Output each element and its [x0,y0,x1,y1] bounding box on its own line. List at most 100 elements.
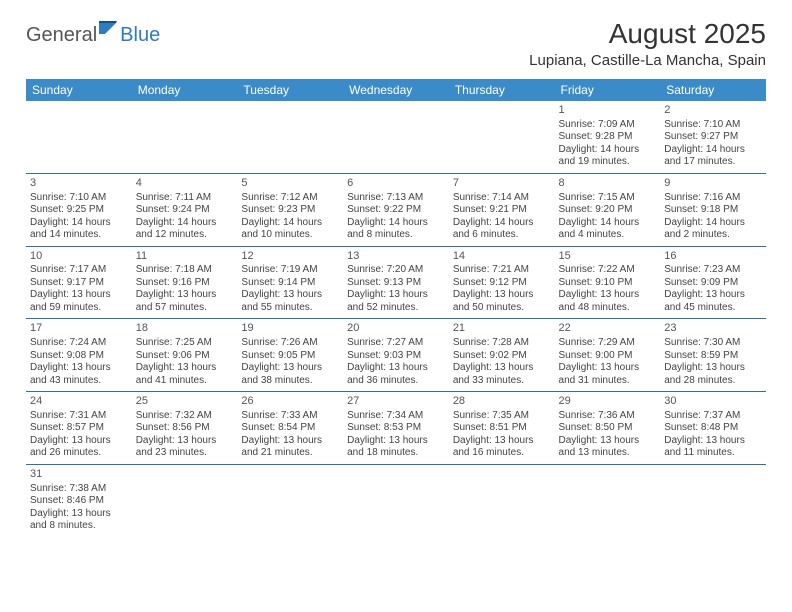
calendar-cell: 20Sunrise: 7:27 AMSunset: 9:03 PMDayligh… [343,319,449,392]
day-detail: Sunrise: 7:37 AM [664,410,762,423]
col-friday: Friday [555,79,661,101]
col-monday: Monday [132,79,238,101]
day-detail: Sunrise: 7:15 AM [559,192,657,205]
calendar-cell: 3Sunrise: 7:10 AMSunset: 9:25 PMDaylight… [26,173,132,246]
day-detail: Sunset: 9:08 PM [30,350,128,363]
day-detail: Sunrise: 7:10 AM [664,119,762,132]
calendar-cell: 6Sunrise: 7:13 AMSunset: 9:22 PMDaylight… [343,173,449,246]
day-detail: and 48 minutes. [559,302,657,315]
day-number: 4 [136,177,234,191]
day-detail: Daylight: 13 hours [241,362,339,375]
day-detail: Sunset: 8:50 PM [559,422,657,435]
day-number: 13 [347,250,445,264]
day-detail: Daylight: 13 hours [30,435,128,448]
calendar-cell: 30Sunrise: 7:37 AMSunset: 8:48 PMDayligh… [660,392,766,465]
day-detail: Sunrise: 7:13 AM [347,192,445,205]
day-detail: and 43 minutes. [30,375,128,388]
day-detail: Sunrise: 7:35 AM [453,410,551,423]
calendar-cell: 1Sunrise: 7:09 AMSunset: 9:28 PMDaylight… [555,101,661,173]
day-number: 9 [664,177,762,191]
day-detail: and 12 minutes. [136,229,234,242]
day-detail: and 55 minutes. [241,302,339,315]
day-detail: and 31 minutes. [559,375,657,388]
day-detail: and 13 minutes. [559,447,657,460]
day-detail: Sunset: 9:22 PM [347,204,445,217]
day-detail: Sunset: 9:25 PM [30,204,128,217]
location-text: Lupiana, Castille-La Mancha, Spain [529,52,766,69]
day-detail: Sunset: 8:54 PM [241,422,339,435]
calendar-cell: 13Sunrise: 7:20 AMSunset: 9:13 PMDayligh… [343,246,449,319]
day-detail: Daylight: 13 hours [241,289,339,302]
col-tuesday: Tuesday [237,79,343,101]
calendar-cell: 25Sunrise: 7:32 AMSunset: 8:56 PMDayligh… [132,392,238,465]
calendar-row: 17Sunrise: 7:24 AMSunset: 9:08 PMDayligh… [26,319,766,392]
day-number: 2 [664,104,762,118]
calendar-cell: 21Sunrise: 7:28 AMSunset: 9:02 PMDayligh… [449,319,555,392]
day-number: 11 [136,250,234,264]
day-detail: Sunset: 8:46 PM [30,495,128,508]
calendar-cell [660,464,766,536]
day-number: 31 [30,468,128,482]
day-number: 19 [241,322,339,336]
day-detail: Sunrise: 7:09 AM [559,119,657,132]
logo-text-general: General [26,24,97,47]
day-detail: Sunrise: 7:34 AM [347,410,445,423]
day-detail: and 14 minutes. [30,229,128,242]
day-detail: and 4 minutes. [559,229,657,242]
calendar-cell: 18Sunrise: 7:25 AMSunset: 9:06 PMDayligh… [132,319,238,392]
calendar-cell: 29Sunrise: 7:36 AMSunset: 8:50 PMDayligh… [555,392,661,465]
day-number: 1 [559,104,657,118]
day-detail: and 33 minutes. [453,375,551,388]
day-detail: Sunset: 8:57 PM [30,422,128,435]
day-number: 18 [136,322,234,336]
calendar-cell: 14Sunrise: 7:21 AMSunset: 9:12 PMDayligh… [449,246,555,319]
day-detail: Sunset: 8:53 PM [347,422,445,435]
day-detail: Daylight: 13 hours [347,289,445,302]
day-detail: Sunset: 9:16 PM [136,277,234,290]
calendar-cell: 9Sunrise: 7:16 AMSunset: 9:18 PMDaylight… [660,173,766,246]
day-number: 20 [347,322,445,336]
calendar-row: 1Sunrise: 7:09 AMSunset: 9:28 PMDaylight… [26,101,766,173]
day-detail: and 52 minutes. [347,302,445,315]
day-number: 16 [664,250,762,264]
calendar-cell: 27Sunrise: 7:34 AMSunset: 8:53 PMDayligh… [343,392,449,465]
day-detail: Sunset: 9:02 PM [453,350,551,363]
day-number: 6 [347,177,445,191]
calendar-cell [343,464,449,536]
logo-text-blue: Blue [120,24,160,47]
day-detail: Daylight: 13 hours [347,435,445,448]
day-detail: Daylight: 13 hours [453,289,551,302]
day-detail: and 2 minutes. [664,229,762,242]
calendar-cell [343,101,449,173]
calendar-cell: 26Sunrise: 7:33 AMSunset: 8:54 PMDayligh… [237,392,343,465]
day-detail: Sunset: 8:59 PM [664,350,762,363]
col-wednesday: Wednesday [343,79,449,101]
day-detail: Daylight: 14 hours [453,217,551,230]
day-detail: and 16 minutes. [453,447,551,460]
day-detail: Daylight: 13 hours [664,289,762,302]
day-number: 22 [559,322,657,336]
calendar-cell: 2Sunrise: 7:10 AMSunset: 9:27 PMDaylight… [660,101,766,173]
day-detail: and 17 minutes. [664,156,762,169]
day-detail: Sunrise: 7:10 AM [30,192,128,205]
day-detail: and 23 minutes. [136,447,234,460]
logo-flag-icon [99,18,119,41]
day-detail: Daylight: 13 hours [136,289,234,302]
day-detail: Daylight: 14 hours [136,217,234,230]
day-detail: Sunrise: 7:27 AM [347,337,445,350]
col-thursday: Thursday [449,79,555,101]
day-detail: Sunrise: 7:28 AM [453,337,551,350]
calendar-table: Sunday Monday Tuesday Wednesday Thursday… [26,79,766,537]
day-number: 25 [136,395,234,409]
calendar-cell: 19Sunrise: 7:26 AMSunset: 9:05 PMDayligh… [237,319,343,392]
calendar-cell: 12Sunrise: 7:19 AMSunset: 9:14 PMDayligh… [237,246,343,319]
calendar-cell: 28Sunrise: 7:35 AMSunset: 8:51 PMDayligh… [449,392,555,465]
day-detail: Daylight: 14 hours [241,217,339,230]
day-detail: Daylight: 13 hours [136,362,234,375]
day-detail: Daylight: 13 hours [559,289,657,302]
day-detail: Sunrise: 7:26 AM [241,337,339,350]
calendar-row: 24Sunrise: 7:31 AMSunset: 8:57 PMDayligh… [26,392,766,465]
calendar-cell [132,464,238,536]
day-detail: Sunrise: 7:17 AM [30,264,128,277]
day-detail: and 10 minutes. [241,229,339,242]
